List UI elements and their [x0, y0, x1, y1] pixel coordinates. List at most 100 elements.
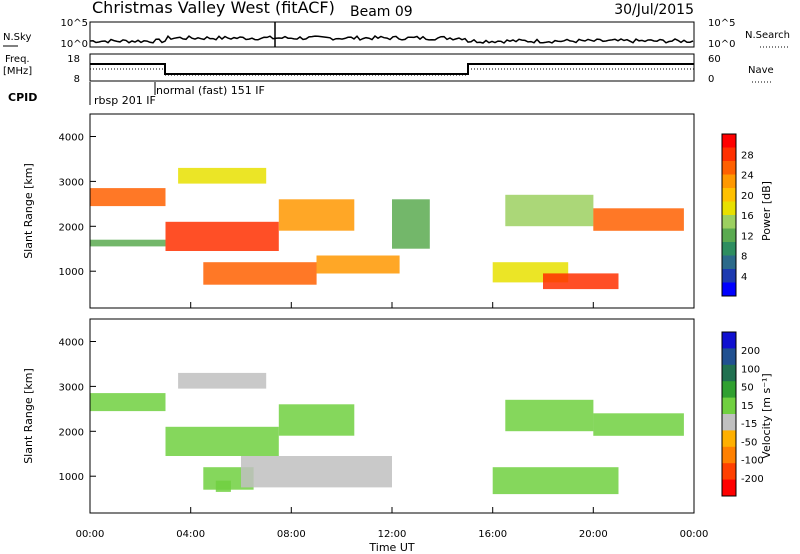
velocity-colorbar-tick-2: 50 [741, 383, 754, 394]
velocity-y-ticks: 4000 3000 2000 1000 [59, 338, 96, 483]
nsearch-label: N.Search [745, 30, 790, 41]
power-ytick-label-3: 1000 [59, 267, 84, 278]
xtick-label-0: 00:00 [76, 529, 105, 540]
velocity-panel: 4000 3000 2000 1000 Slant Range [km] [22, 318, 695, 514]
nsearch-tick-top: 10^5 [708, 18, 735, 29]
cpid-entry-rbsp: rbsp 201 IF [94, 94, 156, 107]
velocity-region-5 [241, 456, 392, 488]
xtick-label-6: 00:00 [680, 529, 709, 540]
freq-panel-frame [89, 53, 695, 82]
power-ytick-label-2: 2000 [59, 222, 84, 233]
nsky-panel-frame [89, 21, 695, 48]
beam-label: Beam 09 [350, 4, 413, 20]
freq-unit: [MHz] [3, 66, 32, 77]
power-colorbar-tick-3: 16 [741, 211, 754, 222]
velocity-colorbar-swatch-7 [722, 446, 736, 464]
velocity-colorbar-tick-4: -15 [741, 419, 757, 430]
power-colorbar-label: Power [dB] [760, 181, 773, 241]
velocity-ytick-label-3: 1000 [59, 472, 84, 483]
power-region-5 [203, 262, 317, 285]
power-colorbar-swatch-6 [722, 215, 736, 229]
velocity-colorbar-tick-0: 200 [741, 346, 760, 357]
cpid-entry-normal: normal (fast) 151 IF [156, 84, 265, 97]
velocity-colorbar-tick-3: 15 [741, 401, 754, 412]
power-colorbar-tick-2: 20 [741, 191, 754, 202]
date-label: 30/Jul/2015 [614, 2, 694, 18]
power-data-cells [90, 167, 684, 290]
power-colorbar-swatch-5 [722, 201, 736, 216]
power-colorbar-swatch-8 [722, 242, 736, 256]
velocity-colorbar-swatch-6 [722, 430, 736, 448]
power-region-11 [593, 208, 684, 231]
xtick-label-1: 04:00 [176, 529, 205, 540]
velocity-region-1 [165, 426, 279, 456]
power-colorbar-swatch-2 [722, 161, 736, 175]
velocity-colorbar-swatch-3 [722, 381, 736, 399]
velocity-region-3 [178, 372, 267, 389]
power-colorbar-swatch-1 [722, 147, 736, 162]
power-region-4 [178, 167, 267, 184]
freq-label: Freq. [5, 54, 30, 65]
velocity-region-0 [90, 393, 166, 412]
velocity-ytick-label-1: 3000 [59, 382, 84, 393]
nsky-tick-bottom: 10^0 [61, 39, 88, 50]
velocity-colorbar-swatch-2 [722, 364, 736, 382]
xtick-label-2: 08:00 [277, 529, 306, 540]
nsky-label: N.Sky [3, 32, 31, 43]
xtick-label-5: 20:00 [579, 529, 608, 540]
power-colorbar-swatch-4 [722, 188, 736, 202]
velocity-ytick-label-2: 2000 [59, 427, 84, 438]
x-axis-label: Time UT [368, 541, 414, 554]
power-colorbar-tick-0: 28 [741, 150, 754, 161]
power-region-1 [90, 239, 166, 247]
power-region-7 [392, 199, 430, 249]
power-ytick-label-1: 3000 [59, 177, 84, 188]
velocity-colorbar-swatch-9 [722, 479, 736, 497]
power-colorbar-swatch-10 [722, 269, 736, 283]
power-colorbar-swatch-3 [722, 174, 736, 189]
velocity-colorbar-tick-5: -50 [741, 437, 757, 448]
x-axis-ticks: 00:00 04:00 08:00 12:00 16:00 20:00 00:00 [76, 302, 709, 540]
power-colorbar-tick-4: 12 [741, 231, 754, 242]
power-colorbar-swatch-0 [722, 134, 736, 148]
power-region-9 [543, 273, 619, 290]
velocity-colorbar-swatch-8 [722, 463, 736, 481]
power-ytick-label-0: 4000 [59, 133, 84, 144]
power-region-2 [165, 221, 279, 251]
nsky-tick-top: 10^5 [61, 18, 88, 29]
velocity-region-7 [492, 467, 619, 495]
velocity-colorbar-swatch-0 [722, 332, 736, 349]
nave-tick-bottom: 0 [708, 74, 714, 85]
power-region-3 [278, 199, 355, 231]
freq-tick-top: 18 [67, 54, 80, 65]
plot-title: Christmas Valley West (fitACF) [92, 0, 335, 17]
nave-tick-top: 60 [708, 54, 721, 65]
power-region-6 [316, 255, 400, 274]
velocity-colorbar-swatch-5 [722, 414, 736, 431]
velocity-colorbar-tick-1: 100 [741, 364, 760, 375]
velocity-data-cells [90, 372, 684, 495]
xtick-label-3: 12:00 [378, 529, 407, 540]
velocity-region-6 [215, 480, 231, 492]
cpid-label: CPID [8, 91, 37, 104]
nsky-trace [89, 34, 694, 44]
velocity-colorbar-tick-7: -200 [741, 474, 764, 485]
nave-label: Nave [748, 65, 774, 76]
power-y-ticks: 4000 3000 2000 1000 [59, 133, 96, 278]
frequency-trace [90, 63, 694, 75]
velocity-y-axis-label: Slant Range [km] [22, 368, 35, 464]
power-colorbar-frame [721, 133, 737, 297]
velocity-colorbar: 200 100 50 15 -15 -50 -100 -200 [721, 331, 764, 497]
velocity-region-9 [505, 399, 594, 432]
power-colorbar-swatch-11 [722, 282, 736, 297]
power-colorbar-tick-6: 4 [741, 272, 747, 283]
power-colorbar-tick-1: 24 [741, 171, 754, 182]
nsearch-tick-bottom: 10^0 [708, 39, 735, 50]
power-colorbar-swatch-9 [722, 255, 736, 270]
power-colorbar: 28 24 20 16 12 8 4 [721, 133, 754, 297]
velocity-region-8 [593, 413, 684, 436]
power-panel: 4000 3000 2000 1000 Slant Range [km] [22, 113, 695, 309]
power-y-axis-label: Slant Range [km] [22, 163, 35, 259]
velocity-colorbar-tick-6: -100 [741, 456, 764, 467]
